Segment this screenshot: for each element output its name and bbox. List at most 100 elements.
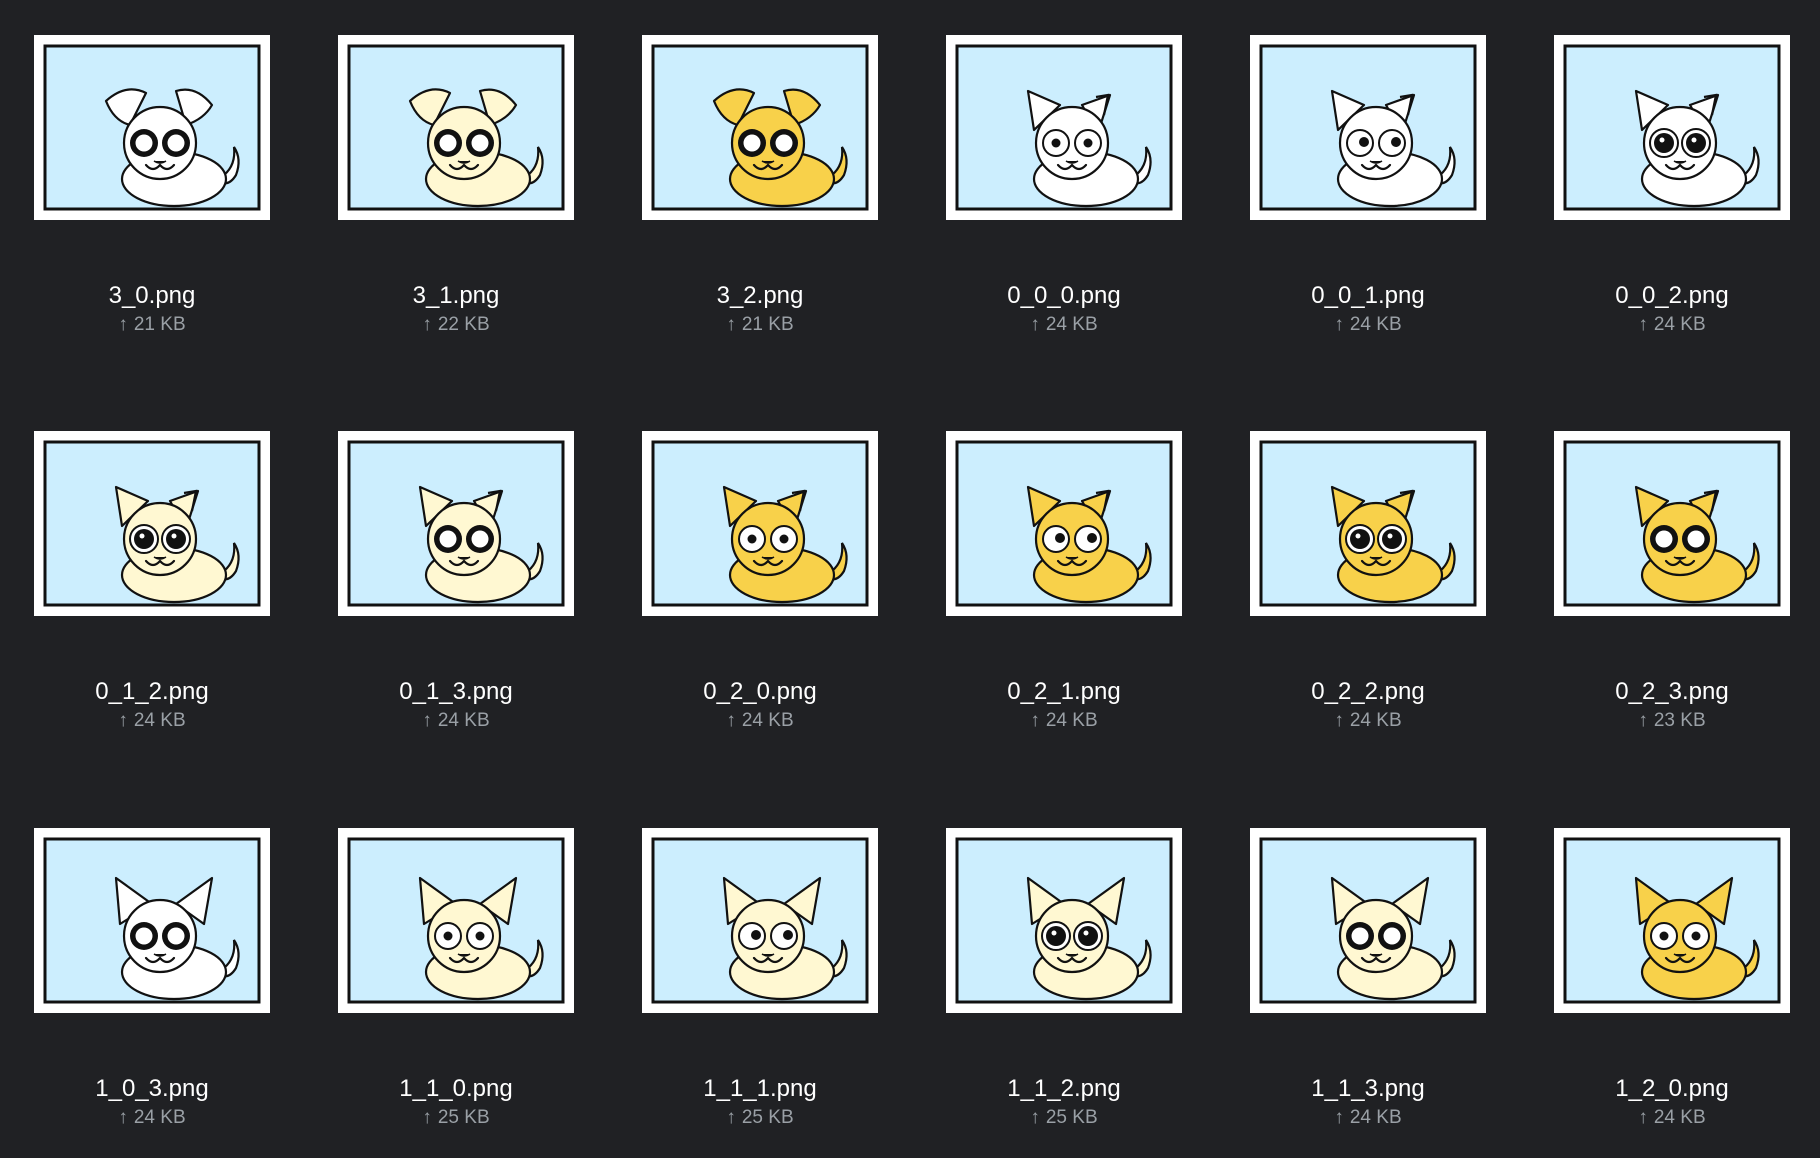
file-size: 24 KB xyxy=(741,710,794,731)
file-name[interactable]: 1_0_3.png xyxy=(95,1075,209,1102)
file-name[interactable]: 3_0.png xyxy=(108,282,196,309)
file-size: 25 KB xyxy=(741,1107,794,1128)
file-name[interactable]: 3_2.png xyxy=(716,282,804,309)
file-meta: ↑ 24 KB xyxy=(642,710,878,732)
pet-illustration xyxy=(34,431,270,616)
file-tile[interactable]: 0_0_1.png ↑ 24 KB xyxy=(1250,35,1486,365)
upload-arrow-icon: ↑ xyxy=(422,314,432,335)
file-size: 23 KB xyxy=(1653,710,1706,731)
file-meta: ↑ 21 KB xyxy=(34,314,270,336)
file-tile[interactable]: 0_2_2.png ↑ 24 KB xyxy=(1250,431,1486,761)
file-tile[interactable]: 3_0.png ↑ 21 KB xyxy=(34,35,270,365)
file-meta: ↑ 24 KB xyxy=(1554,1107,1790,1129)
file-tile[interactable]: 1_1_1.png ↑ 25 KB xyxy=(642,828,878,1158)
file-thumbnail[interactable] xyxy=(1250,431,1486,616)
file-tile[interactable]: 0_1_3.png ↑ 24 KB xyxy=(338,431,574,761)
file-thumbnail[interactable] xyxy=(946,431,1182,616)
file-name[interactable]: 0_1_3.png xyxy=(399,678,513,705)
upload-arrow-icon: ↑ xyxy=(118,710,128,731)
file-thumbnail[interactable] xyxy=(338,828,574,1013)
file-name[interactable]: 1_1_1.png xyxy=(703,1075,817,1102)
file-thumbnail[interactable] xyxy=(1250,35,1486,220)
pet-illustration xyxy=(642,35,878,220)
file-meta: ↑ 24 KB xyxy=(338,710,574,732)
pet-illustration xyxy=(946,35,1182,220)
file-size: 24 KB xyxy=(133,710,186,731)
file-name[interactable]: 1_1_2.png xyxy=(1007,1075,1121,1102)
pet-illustration xyxy=(642,828,878,1013)
file-meta: ↑ 23 KB xyxy=(1554,710,1790,732)
file-tile[interactable]: 0_0_2.png ↑ 24 KB xyxy=(1554,35,1790,365)
upload-arrow-icon: ↑ xyxy=(1334,1107,1344,1128)
file-name[interactable]: 0_2_3.png xyxy=(1615,678,1729,705)
file-tile[interactable]: 0_2_1.png ↑ 24 KB xyxy=(946,431,1182,761)
file-tile[interactable]: 0_0_0.png ↑ 24 KB xyxy=(946,35,1182,365)
file-name[interactable]: 1_2_0.png xyxy=(1615,1075,1729,1102)
file-name[interactable]: 1_1_0.png xyxy=(399,1075,513,1102)
file-tile[interactable]: 0_2_0.png ↑ 24 KB xyxy=(642,431,878,761)
file-thumbnail[interactable] xyxy=(946,35,1182,220)
pet-illustration xyxy=(1554,828,1790,1013)
file-name[interactable]: 0_0_0.png xyxy=(1007,282,1121,309)
file-thumbnail[interactable] xyxy=(946,828,1182,1013)
file-meta: ↑ 24 KB xyxy=(34,1107,270,1129)
pet-illustration xyxy=(1250,828,1486,1013)
file-tile[interactable]: 3_1.png ↑ 22 KB xyxy=(338,35,574,365)
file-size: 24 KB xyxy=(1653,1107,1706,1128)
pet-illustration xyxy=(946,828,1182,1013)
file-name[interactable]: 0_1_2.png xyxy=(95,678,209,705)
file-meta: ↑ 24 KB xyxy=(1554,314,1790,336)
file-thumbnail[interactable] xyxy=(34,828,270,1013)
file-size: 24 KB xyxy=(1653,314,1706,335)
file-tile[interactable]: 1_2_0.png ↑ 24 KB xyxy=(1554,828,1790,1158)
file-tile[interactable]: 1_1_3.png ↑ 24 KB xyxy=(1250,828,1486,1158)
pet-illustration xyxy=(1250,431,1486,616)
file-size: 21 KB xyxy=(133,314,186,335)
file-tile[interactable]: 1_1_2.png ↑ 25 KB xyxy=(946,828,1182,1158)
file-thumbnail[interactable] xyxy=(1554,431,1790,616)
file-tile[interactable]: 3_2.png ↑ 21 KB xyxy=(642,35,878,365)
pet-illustration xyxy=(946,431,1182,616)
pet-illustration xyxy=(34,35,270,220)
file-meta: ↑ 25 KB xyxy=(946,1107,1182,1129)
file-name[interactable]: 1_1_3.png xyxy=(1311,1075,1425,1102)
file-size: 24 KB xyxy=(437,710,490,731)
file-thumbnail[interactable] xyxy=(338,35,574,220)
file-name[interactable]: 0_2_0.png xyxy=(703,678,817,705)
file-size: 24 KB xyxy=(133,1107,186,1128)
file-meta: ↑ 25 KB xyxy=(338,1107,574,1129)
file-thumbnail[interactable] xyxy=(642,35,878,220)
file-thumbnail[interactable] xyxy=(34,431,270,616)
file-thumbnail[interactable] xyxy=(642,828,878,1013)
pet-illustration xyxy=(1554,35,1790,220)
file-meta: ↑ 24 KB xyxy=(1250,314,1486,336)
file-thumbnail[interactable] xyxy=(1554,828,1790,1013)
file-name[interactable]: 0_0_2.png xyxy=(1615,282,1729,309)
file-thumbnail[interactable] xyxy=(338,431,574,616)
pet-illustration xyxy=(642,431,878,616)
upload-arrow-icon: ↑ xyxy=(1334,710,1344,731)
file-tile[interactable]: 1_0_3.png ↑ 24 KB xyxy=(34,828,270,1158)
upload-arrow-icon: ↑ xyxy=(726,314,736,335)
upload-arrow-icon: ↑ xyxy=(1030,710,1040,731)
file-name[interactable]: 0_2_1.png xyxy=(1007,678,1121,705)
file-meta: ↑ 24 KB xyxy=(1250,1107,1486,1129)
file-name[interactable]: 0_0_1.png xyxy=(1311,282,1425,309)
file-tile[interactable]: 1_1_0.png ↑ 25 KB xyxy=(338,828,574,1158)
file-name[interactable]: 0_2_2.png xyxy=(1311,678,1425,705)
upload-arrow-icon: ↑ xyxy=(1638,710,1648,731)
upload-arrow-icon: ↑ xyxy=(1030,314,1040,335)
file-thumbnail[interactable] xyxy=(642,431,878,616)
file-thumbnail[interactable] xyxy=(34,35,270,220)
file-size: 24 KB xyxy=(1349,710,1402,731)
file-meta: ↑ 24 KB xyxy=(946,314,1182,336)
file-tile[interactable]: 0_1_2.png ↑ 24 KB xyxy=(34,431,270,761)
file-tile[interactable]: 0_2_3.png ↑ 23 KB xyxy=(1554,431,1790,761)
file-thumbnail[interactable] xyxy=(1250,828,1486,1013)
file-thumbnail[interactable] xyxy=(1554,35,1790,220)
pet-illustration xyxy=(338,828,574,1013)
file-meta: ↑ 21 KB xyxy=(642,314,878,336)
pet-illustration xyxy=(1554,431,1790,616)
pet-illustration xyxy=(338,35,574,220)
file-name[interactable]: 3_1.png xyxy=(412,282,500,309)
